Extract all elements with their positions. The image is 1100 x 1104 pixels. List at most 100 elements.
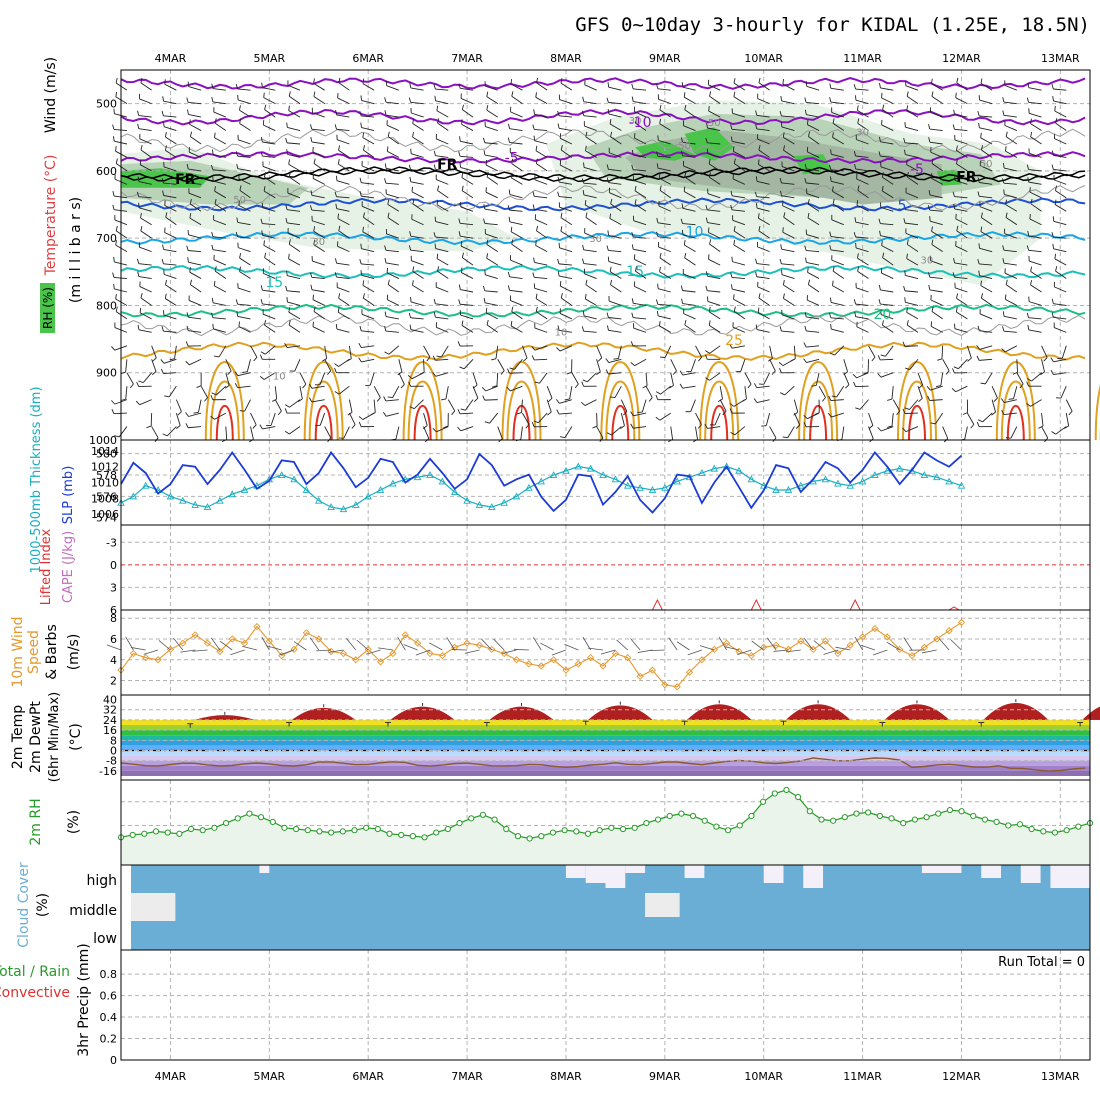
date-label-top: 8MAR: [550, 52, 582, 65]
temperature-tick: 40: [103, 694, 117, 707]
wind-barb: [967, 413, 973, 428]
rh-point: [597, 828, 602, 833]
temperature-contour: [121, 343, 1085, 360]
rh-point: [282, 825, 287, 830]
wind-barb: [609, 296, 621, 305]
wind-barb: [781, 96, 795, 104]
date-label-bottom: 13MAR: [1041, 1070, 1080, 1083]
wind-barb: [1055, 186, 1066, 198]
axis-title-temp2m: 2m Temp: [10, 705, 26, 769]
rh-point: [725, 828, 730, 833]
wind-barb: [586, 280, 597, 292]
wind-barb: [436, 175, 448, 185]
wind-barb: [285, 408, 300, 413]
wind-barb: [138, 124, 152, 131]
wind-barb: [980, 309, 992, 319]
wind-barb: [905, 297, 918, 305]
wind-barb: [484, 298, 498, 306]
date-label-bottom: 12MAR: [942, 1070, 981, 1083]
clear-sky-gap: [566, 865, 586, 878]
wind-barb: [992, 386, 997, 401]
wind-barb-10m: [540, 643, 553, 650]
wind-barb-10m: [601, 650, 615, 654]
wind-barb: [779, 359, 794, 365]
temperature-dome: [687, 704, 752, 720]
wind-barb: [706, 286, 720, 292]
wind-barb: [214, 255, 226, 265]
rh-point: [632, 825, 637, 830]
wind-barb: [437, 254, 448, 265]
wind-barb: [399, 373, 405, 388]
wind-barb: [462, 186, 473, 198]
wind-barb: [928, 396, 943, 401]
axis-title-minmax: (6hr Min/Max): [47, 692, 62, 782]
wind-barb: [844, 373, 849, 388]
wind-barb: [963, 400, 968, 415]
wind-barb: [374, 386, 380, 401]
date-label-top: 11MAR: [843, 52, 882, 65]
wind-barb: [238, 283, 251, 292]
wind-barb: [830, 83, 844, 90]
rh-point: [679, 811, 684, 816]
warm-surface-contour: [705, 382, 733, 441]
rh-point: [258, 815, 263, 820]
wind-barb: [807, 295, 819, 305]
wind-barb: [977, 356, 992, 360]
slp-tick: 1014: [91, 445, 119, 458]
wind-barb: [187, 246, 201, 252]
wind-barb: [411, 149, 424, 158]
rh-point: [340, 829, 345, 834]
wind-barb: [534, 283, 547, 292]
wind-barb: [190, 280, 201, 292]
wind-barb: [197, 373, 202, 388]
wind-barb: [289, 91, 300, 103]
wind-barb: [978, 111, 992, 117]
warm-surface-contour: [211, 382, 239, 441]
temperature-dome: [489, 707, 553, 720]
wind-barb-10m: [564, 644, 578, 650]
wind-barb: [225, 373, 229, 389]
wind-barb: [918, 373, 923, 388]
wind-barb: [339, 293, 350, 305]
rh-point: [609, 825, 614, 830]
contour-label: 50: [708, 118, 721, 129]
wind-barb: [953, 124, 967, 130]
rh-point: [877, 813, 882, 818]
wind-barb-10m: [346, 638, 355, 650]
temperature-contour: [121, 78, 1085, 89]
wind-barb: [508, 285, 522, 292]
rh-point: [492, 817, 497, 822]
wind-barb: [438, 266, 449, 278]
wind-barb-10m: [310, 638, 319, 650]
wind-barb: [121, 386, 127, 400]
wind-barb: [261, 137, 275, 144]
wind-barb: [608, 82, 621, 90]
rh-point: [574, 829, 579, 834]
rh-point: [200, 828, 205, 833]
wind-barb: [186, 341, 201, 346]
wind-barb: [646, 386, 652, 401]
wind-barb: [830, 298, 843, 306]
clear-sky-gap: [685, 865, 705, 878]
wind-barb: [240, 119, 251, 131]
warm-surface-contour: [711, 406, 727, 440]
date-label-top: 12MAR: [942, 52, 981, 65]
wind-barb: [361, 95, 374, 103]
wind-barb: [780, 326, 794, 332]
wind-barb: [1053, 96, 1067, 104]
wind-barb: [387, 295, 399, 306]
wind-barb: [536, 307, 547, 319]
rh-point: [854, 811, 859, 816]
rh-point: [644, 820, 649, 825]
contour-label: 20: [873, 307, 891, 323]
wind-barb: [289, 320, 300, 332]
wind-barb: [113, 125, 127, 131]
wind-barb: [335, 368, 350, 373]
wind-barb: [979, 95, 992, 104]
wind-barb: [443, 413, 448, 428]
wind-tick: 8: [110, 612, 117, 625]
rh-point: [153, 829, 158, 834]
wind-barb: [212, 245, 226, 252]
wind-barb: [927, 386, 943, 390]
wind-barb: [483, 396, 498, 401]
